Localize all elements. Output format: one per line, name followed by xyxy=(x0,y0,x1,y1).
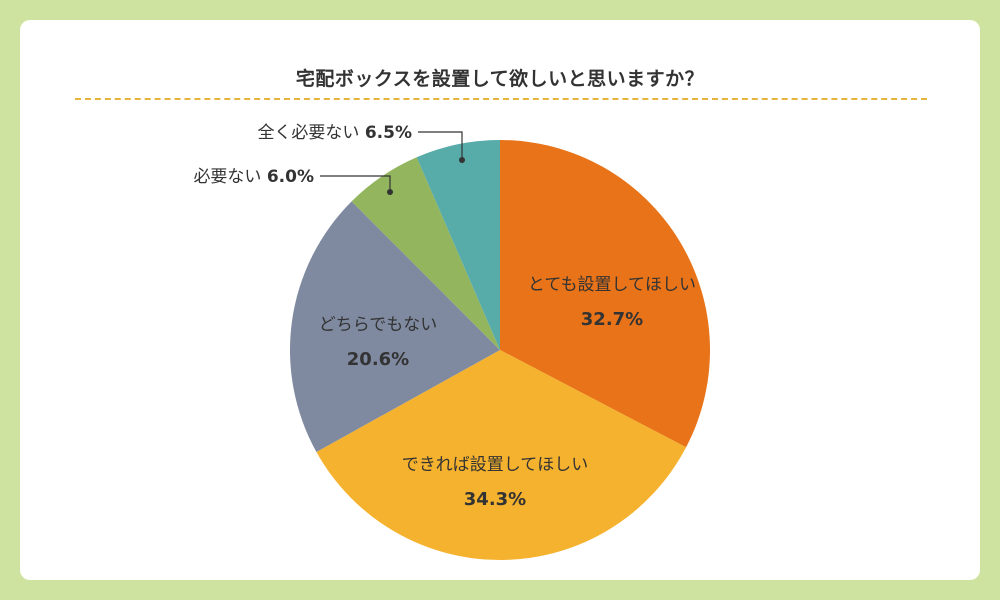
pie-slices xyxy=(290,140,710,561)
callout-category-4: 全く必要ない xyxy=(257,123,364,143)
callout-dot-4 xyxy=(459,157,465,163)
slice-value-1: 34.3% xyxy=(464,489,526,510)
callout-category-3: 必要ない xyxy=(193,167,266,187)
slice-label-0: とても設置してほしい xyxy=(528,275,696,295)
slice-value-2: 20.6% xyxy=(347,349,409,370)
slice-value-0: 32.7% xyxy=(581,309,643,330)
title-divider xyxy=(75,98,927,100)
pie-slice-1 xyxy=(316,350,687,561)
pie-callouts xyxy=(320,131,465,195)
pie-slice-3 xyxy=(351,157,500,350)
callout-dot-3 xyxy=(387,189,393,195)
slice-label-1: できれば設置してほしい xyxy=(402,455,589,475)
chart-title: 宅配ボックスを設置して欲しいと思いますか？ xyxy=(295,68,705,90)
pie-labels: とても設置してほしい 32.7% できれば設置してほしい 34.3% どちらでもない 20… xyxy=(193,123,696,510)
pie-slice-0 xyxy=(500,140,710,448)
callout-label-3: 必要ない 6.0% xyxy=(193,167,314,187)
slice-label-2: どちらでもない xyxy=(319,315,438,335)
callout-value-3: 6.0% xyxy=(267,167,314,187)
callout-line-4 xyxy=(418,131,463,160)
pie-slice-2 xyxy=(290,201,500,452)
callout-line-3 xyxy=(320,175,391,192)
callout-value-4: 6.5% xyxy=(365,123,412,143)
callout-label-4: 全く必要ない 6.5% xyxy=(257,123,412,143)
pie-slice-4 xyxy=(416,140,500,350)
